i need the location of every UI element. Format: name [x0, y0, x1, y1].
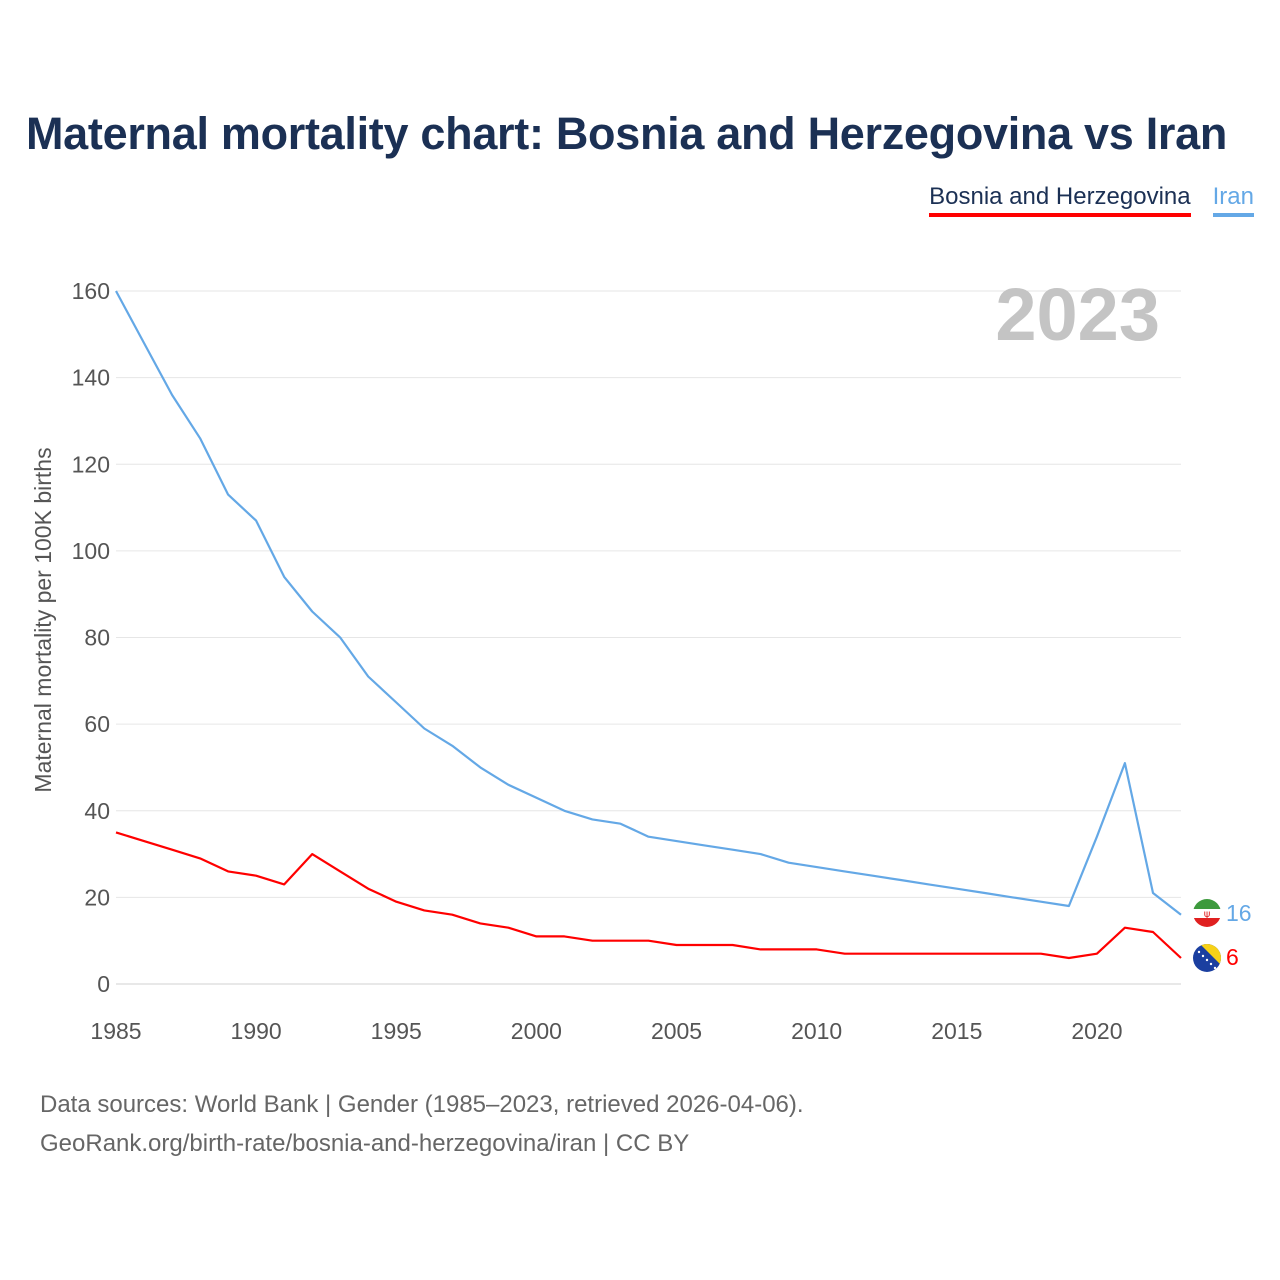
source-line-data: Data sources: World Bank | Gender (1985–…: [40, 1091, 804, 1118]
x-tick-label: 1995: [371, 1018, 422, 1044]
x-tick-label: 2000: [511, 1018, 562, 1044]
y-tick-label: 0: [97, 971, 110, 997]
y-tick-label: 60: [84, 711, 110, 737]
x-tick-label: 2005: [651, 1018, 702, 1044]
series-line-bosnia-and-herzegovina: [115, 831, 1182, 960]
bosnia-end-value: 6: [1226, 944, 1239, 970]
grid-lines: [116, 290, 1181, 985]
iran-end-value: 16: [1226, 900, 1252, 926]
source-note: Data sources: World Bank | Gender (1985–…: [40, 1085, 804, 1163]
line-chart: 0 20 40 60 80 100 120 140 160 1985 1990 1995 2000 20…: [30, 273, 1252, 1044]
y-tick-label: 40: [84, 798, 110, 824]
source-line-license[interactable]: GeoRank.org/birth-rate/bosnia-and-herzeg…: [40, 1130, 690, 1157]
y-tick-label: 120: [72, 451, 110, 477]
y-tick-label: 100: [72, 538, 110, 564]
y-tick-label: 160: [72, 278, 110, 304]
iran-flag-icon: ψ: [1193, 899, 1221, 927]
series-line-iran: [115, 290, 1182, 916]
x-tick-label: 1990: [231, 1018, 282, 1044]
x-tick-label: 2015: [931, 1018, 982, 1044]
year-watermark: 2023: [995, 273, 1160, 356]
legend-item-iran[interactable]: Iran: [1212, 183, 1254, 217]
y-tick-label: 140: [72, 365, 110, 391]
x-tick-label: 2010: [791, 1018, 842, 1044]
bosnia-flag-icon: [1193, 944, 1221, 972]
svg-text:ψ: ψ: [1204, 909, 1211, 920]
x-tick-label: 2020: [1071, 1018, 1122, 1044]
legend: Bosnia and Herzegovina Iran: [929, 183, 1254, 217]
legend-item-bosnia[interactable]: Bosnia and Herzegovina: [929, 183, 1191, 217]
x-tick-labels: 1985 1990 1995 2000 2005 2010 2015 2020: [90, 1018, 1122, 1044]
chart-title: Maternal mortality chart: Bosnia and Her…: [26, 108, 1228, 159]
y-axis-label: Maternal mortality per 100K births: [30, 447, 56, 792]
y-tick-label: 80: [84, 625, 110, 651]
y-tick-labels: 0 20 40 60 80 100 120 140 160: [72, 278, 110, 997]
x-tick-label: 1985: [90, 1018, 141, 1044]
series-lines: [115, 290, 1182, 960]
y-tick-label: 20: [84, 884, 110, 910]
